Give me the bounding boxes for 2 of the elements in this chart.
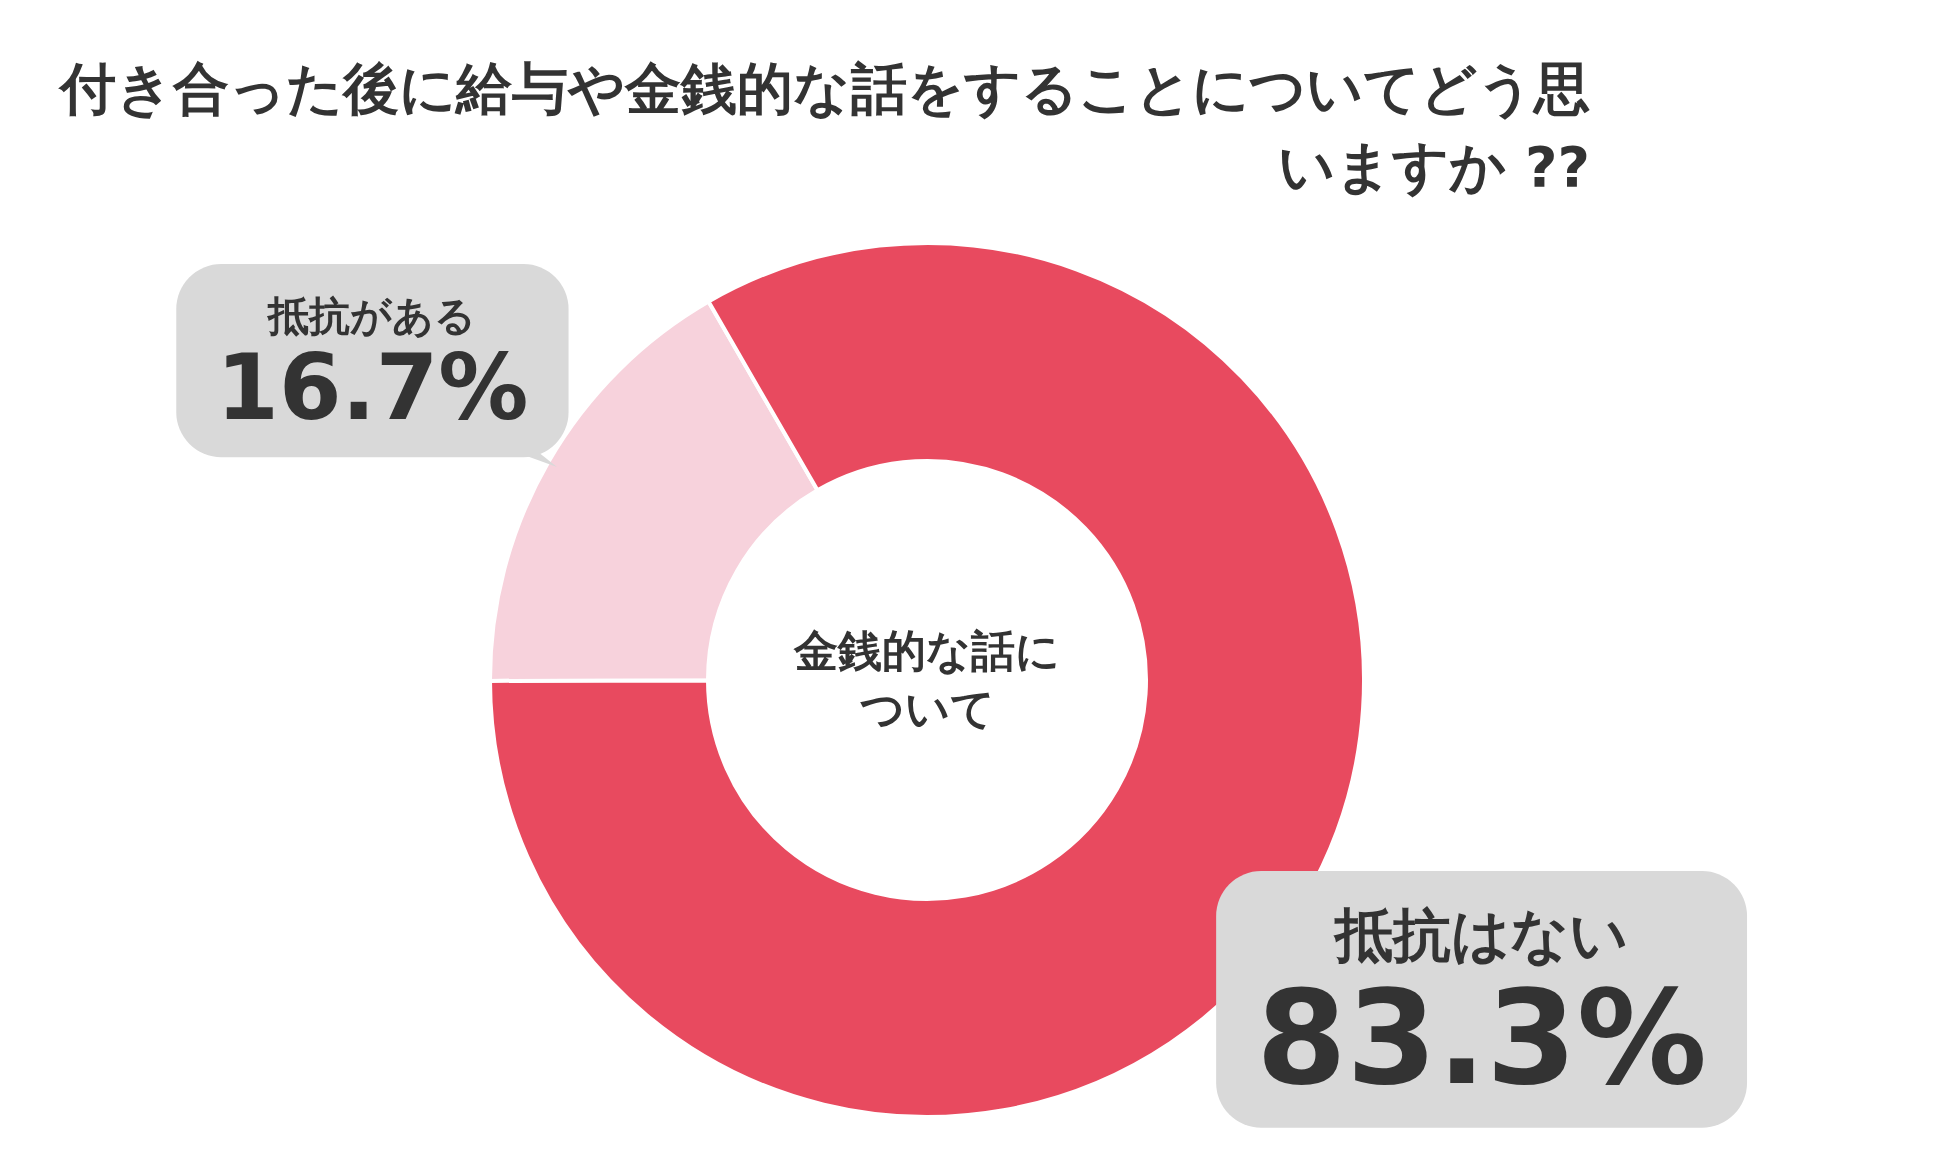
chart-title: 付き合った後に給与や金銭的な話をすることについてどう思いますか ?? bbox=[60, 55, 1590, 201]
text: 金銭的な話について bbox=[792, 624, 1061, 736]
